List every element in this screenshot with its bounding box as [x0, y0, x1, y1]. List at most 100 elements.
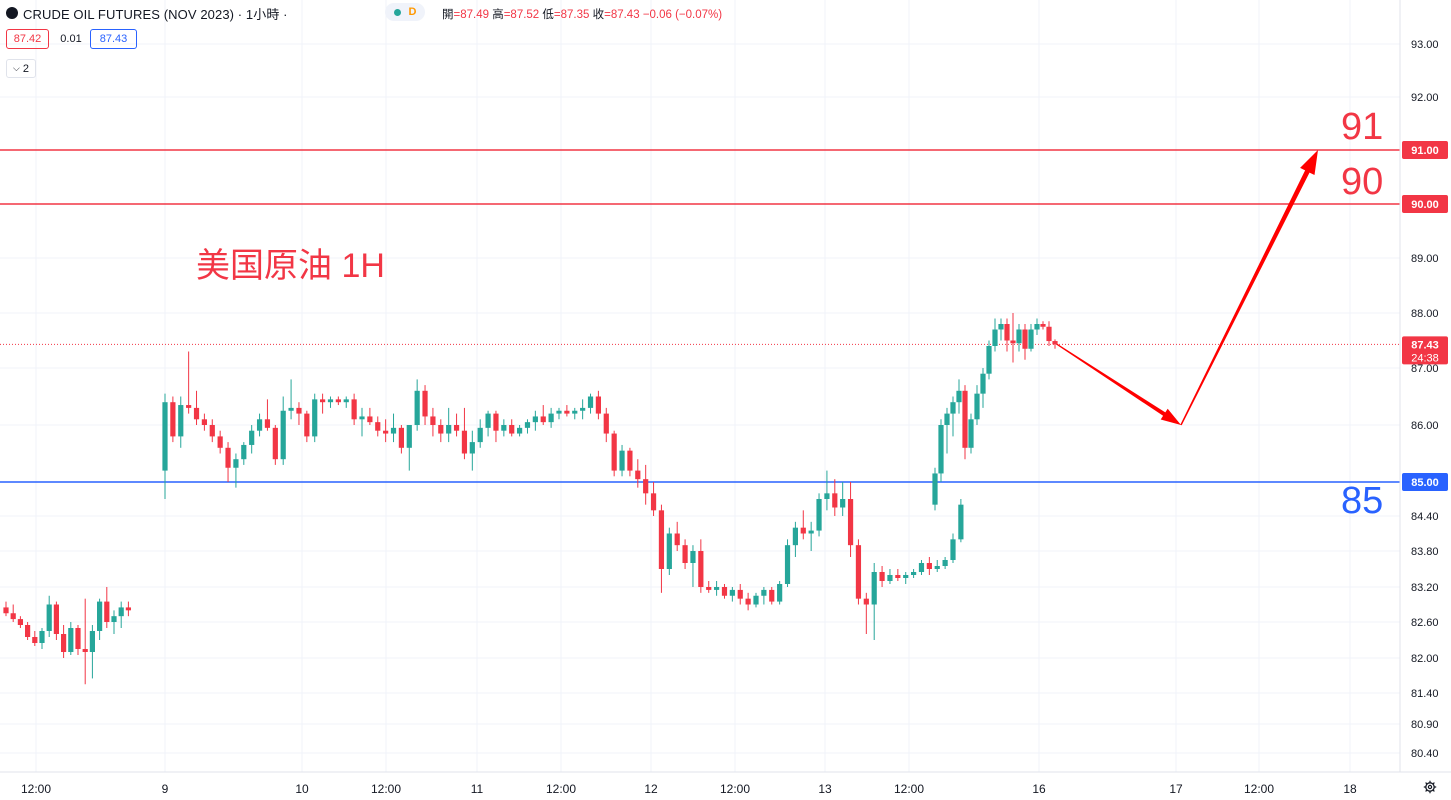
candle-body [926, 563, 932, 569]
spread-value: 0.01 [60, 33, 82, 45]
candle-body [627, 450, 633, 471]
candle-body [1022, 329, 1028, 349]
x-tick-label: 12:00 [894, 782, 924, 796]
x-tick-label: 9 [162, 782, 169, 796]
ohlc-readout: 開=87.49 高=87.52 低=87.35 收=87.43 −0.06 (−… [442, 6, 722, 22]
candle-body [564, 410, 570, 414]
candle-body [39, 631, 45, 643]
candle-body [548, 413, 554, 423]
close-value: =87.43 [604, 9, 640, 21]
buy-price-button[interactable]: 87.43 [90, 29, 137, 49]
candle-body [753, 595, 759, 605]
chevron-down-icon: ⌵ [13, 63, 20, 73]
candle-body [1034, 324, 1040, 330]
candle-body [532, 416, 538, 423]
chart-annotation-title[interactable]: 美国原油 1H [196, 247, 385, 285]
up-projection-arrow[interactable] [1180, 150, 1318, 426]
x-tick-label: 12 [644, 782, 658, 796]
time-axis[interactable]: 12:00 9 10 12:00 11 12:00 12 12:00 13 12:00 16 17 12… [0, 771, 1451, 796]
candle-body [104, 601, 110, 622]
candle-body [721, 587, 728, 596]
last-price-tag [1402, 336, 1448, 365]
candle-body [351, 399, 357, 420]
level-price-tag [1402, 195, 1448, 213]
candle-body [304, 413, 310, 437]
candle-body [958, 504, 964, 540]
candle-body [792, 527, 798, 546]
level-90-label[interactable]: 90 [1341, 161, 1384, 203]
candle-body [824, 493, 830, 499]
candle-body [808, 530, 814, 534]
down-projection-arrow[interactable] [1056, 343, 1181, 425]
candle-body [375, 422, 381, 431]
level-price-tag [1402, 141, 1448, 159]
candle-body [249, 430, 255, 445]
candle-body [10, 613, 16, 620]
candle-body [75, 628, 81, 649]
candle-body [769, 589, 775, 602]
level-91-label[interactable]: 91 [1341, 106, 1384, 148]
candle-body [777, 584, 783, 602]
candle-body [690, 551, 696, 563]
candle-body [1028, 329, 1034, 349]
candle-body [209, 425, 215, 437]
gear-icon[interactable] [1423, 780, 1437, 794]
candle-body [320, 399, 326, 403]
y-tick-label: 80.40 [1411, 748, 1439, 760]
candle-body [816, 499, 822, 531]
candle-body [312, 399, 318, 437]
horizontal-levels [0, 149, 1400, 483]
candle-body [1046, 326, 1052, 342]
x-tick-label: 12:00 [1244, 782, 1274, 796]
data-source-badge[interactable]: D [385, 3, 425, 21]
candle-body [272, 427, 278, 460]
candle-body [414, 390, 420, 425]
candle-body [855, 545, 862, 599]
candle-body [992, 329, 998, 346]
candle-body [942, 560, 948, 566]
candle-body [25, 625, 31, 637]
candle-body [280, 410, 286, 460]
candle-body [406, 425, 412, 448]
x-tick-label: 18 [1343, 782, 1357, 796]
candle-body [682, 545, 688, 563]
candle-body [745, 598, 751, 605]
candle-body [635, 470, 641, 480]
candle-body [962, 390, 968, 448]
candle-body [911, 572, 917, 575]
candle-body [603, 413, 609, 434]
candle-body [698, 551, 704, 587]
symbol-header[interactable]: CRUDE OIL FUTURES (NOV 2023) · 1小時 · [6, 5, 288, 22]
candle-body [501, 425, 507, 431]
candlestick-series [3, 313, 1058, 685]
y-tick-label: 82.60 [1411, 617, 1439, 629]
candle-body [485, 413, 491, 428]
candle-body [118, 607, 124, 617]
symbol-title[interactable]: CRUDE OIL FUTURES (NOV 2023) · 1小時 · [23, 6, 288, 22]
candle-body [903, 575, 909, 578]
open-label: 開 [442, 9, 454, 21]
candle-body [422, 390, 428, 417]
candle-body [619, 450, 625, 471]
candle-body [871, 572, 877, 605]
bar-countdown-text: 24:38 [1411, 352, 1439, 364]
candle-body [390, 427, 397, 434]
candle-body [986, 346, 992, 374]
candle-body [540, 416, 546, 423]
x-tick-label: 13 [818, 782, 832, 796]
candle-body [572, 410, 578, 414]
candle-body [241, 444, 247, 460]
candle-body [595, 396, 601, 414]
indicators-count: 2 [22, 62, 29, 75]
indicators-toggle-button[interactable]: ⌵ 2 [6, 59, 36, 78]
low-value: =87.35 [553, 9, 590, 21]
y-tick-label: 89.00 [1411, 253, 1439, 265]
candle-body [556, 410, 562, 414]
level-85-label[interactable]: 85 [1341, 480, 1384, 522]
y-tick-label: 86.00 [1411, 420, 1439, 432]
change-value: −0.06 (−0.07%) [642, 9, 723, 21]
price-axis[interactable]: 93.00 92.00 91.00 90.00 89.00 88.00 87.00 86.00… [1399, 0, 1448, 772]
candle-body [832, 493, 838, 508]
sell-price-button[interactable]: 87.42 [6, 29, 49, 49]
